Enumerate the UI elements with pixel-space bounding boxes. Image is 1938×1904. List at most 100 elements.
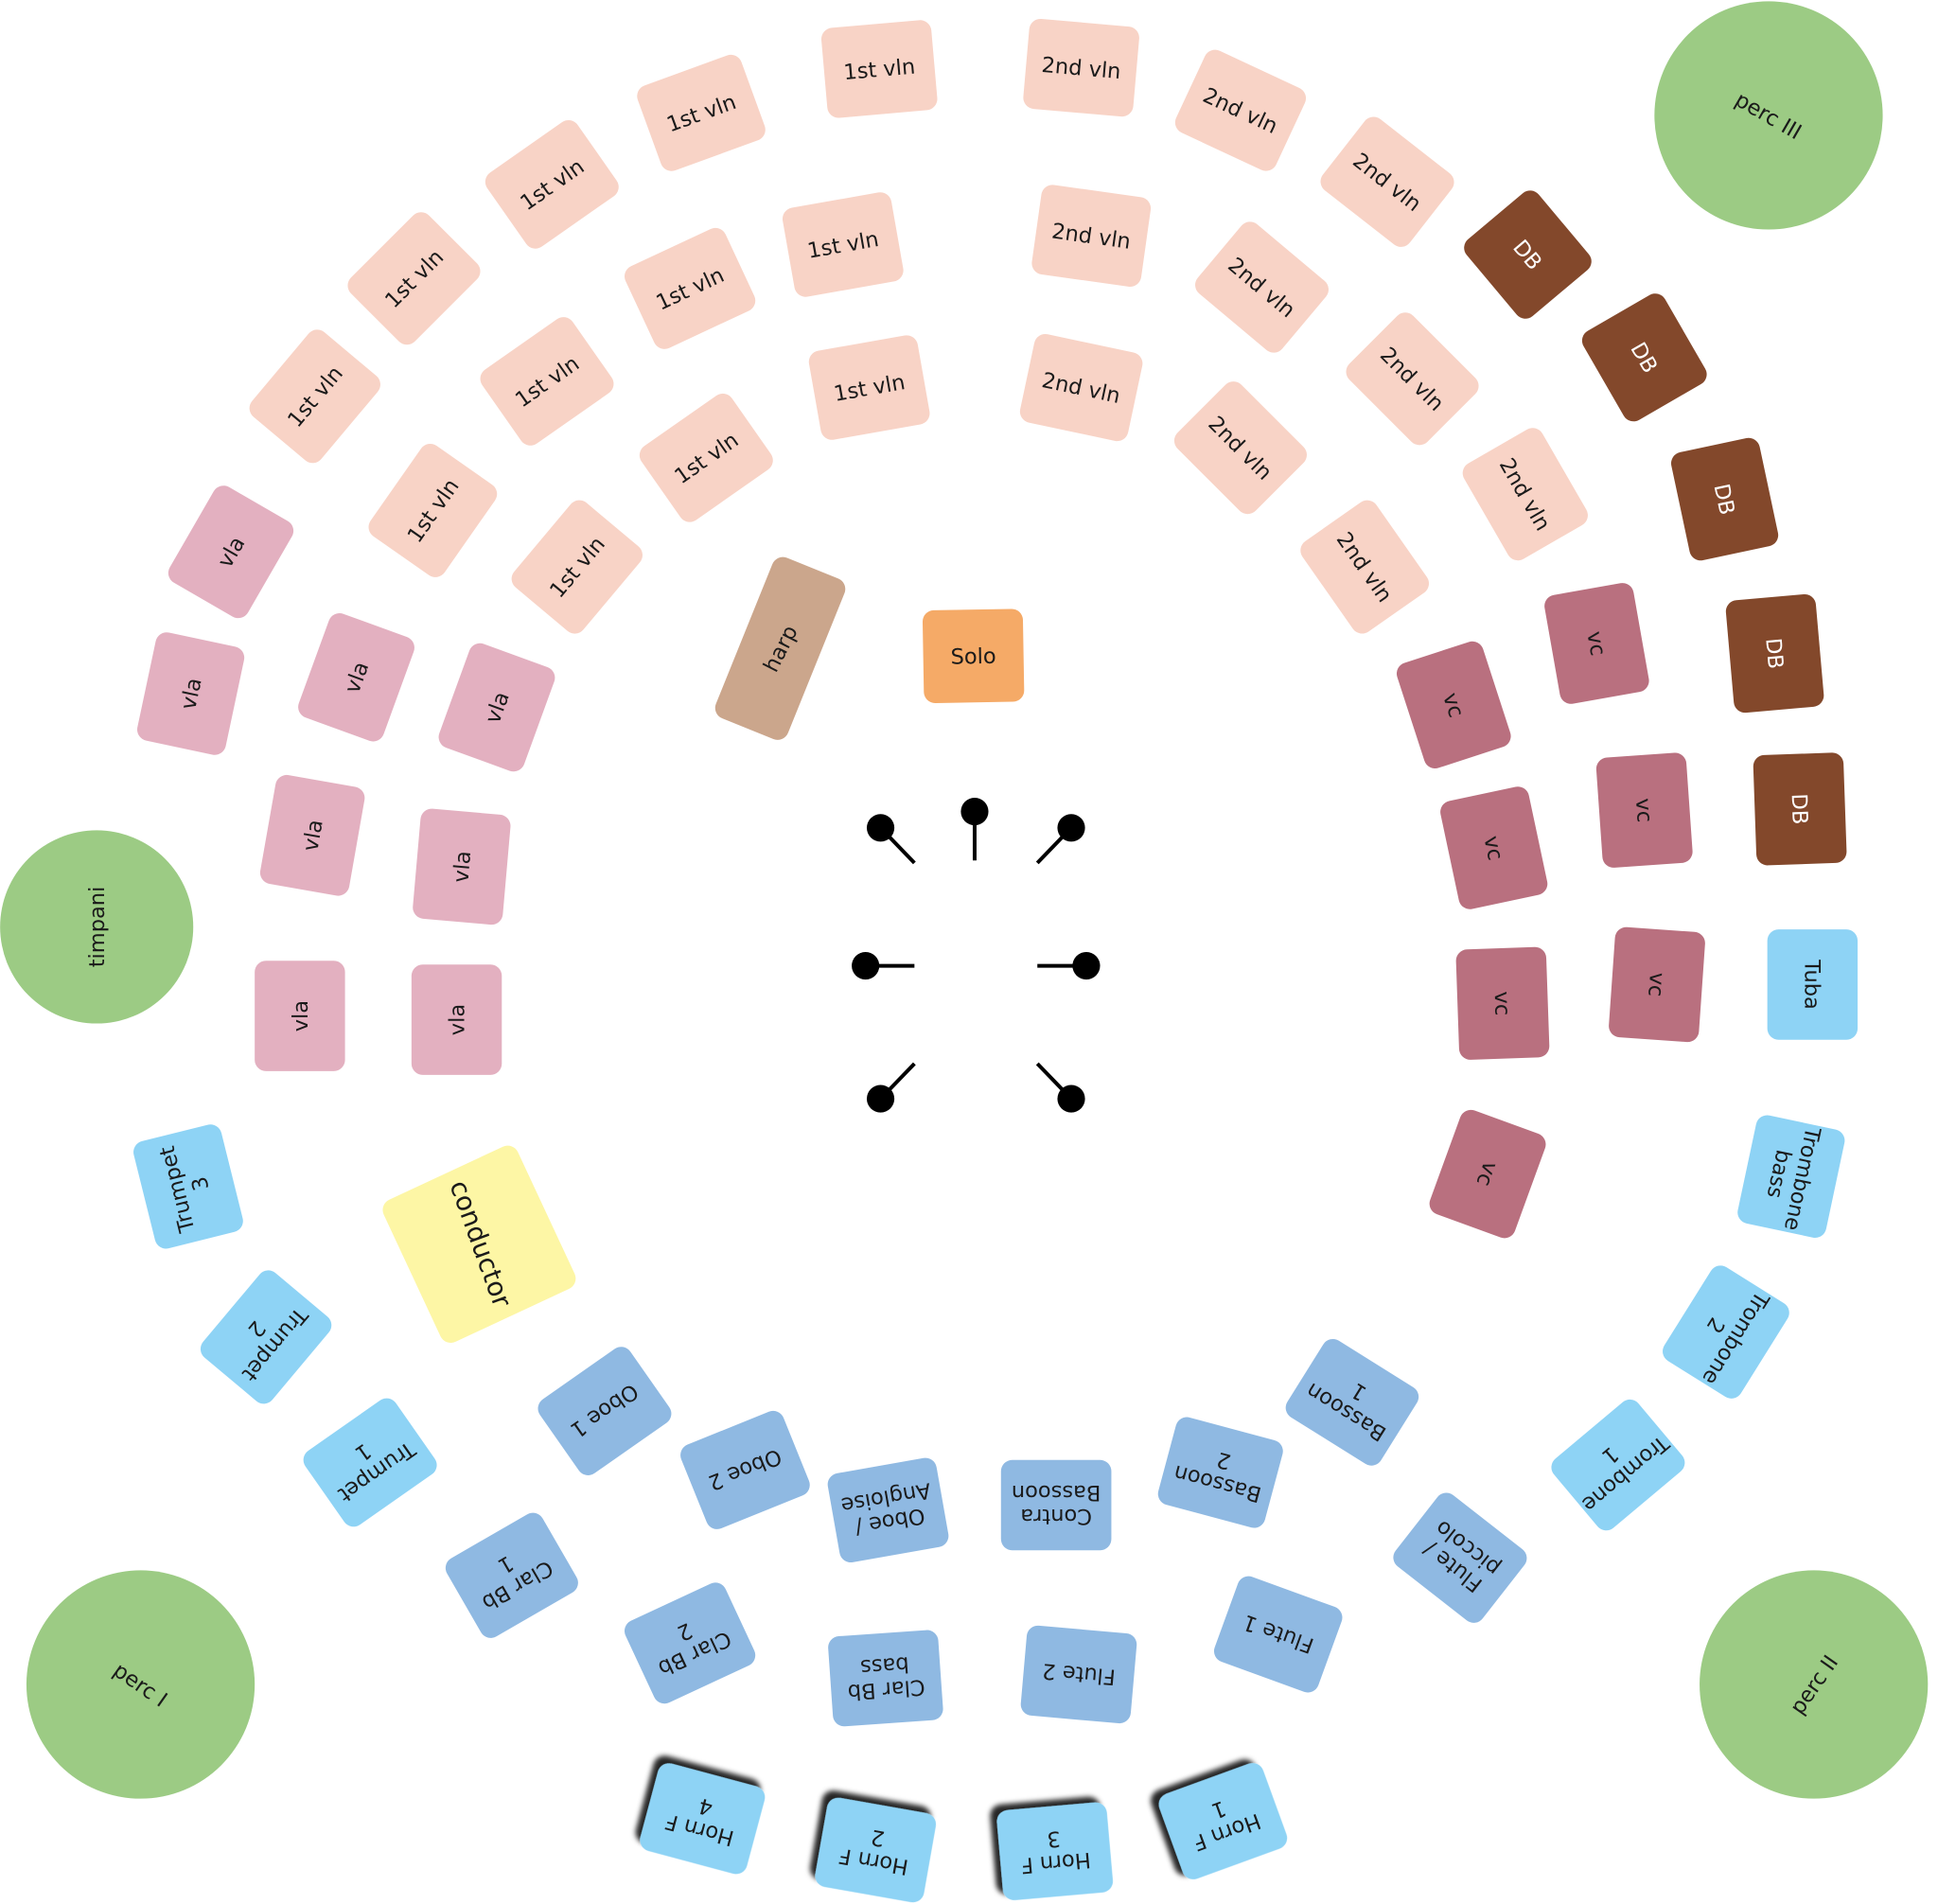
seat-viola[interactable]: vla	[295, 610, 418, 745]
percussion-perc-ii[interactable]: perc II	[1700, 1570, 1929, 1799]
seat-violin[interactable]: 1st vln	[635, 389, 777, 526]
seat-cello[interactable]: vc	[1438, 785, 1550, 911]
seat-box	[1767, 929, 1859, 1040]
seat-cello[interactable]: vc	[1426, 1106, 1549, 1241]
seat-violin[interactable]: 2nd vln	[1190, 217, 1333, 357]
seat-double-bass[interactable]: DB	[1459, 185, 1595, 323]
seat-double-bass[interactable]: DB	[1753, 752, 1847, 866]
seat-woodwind[interactable]: Oboe /Angloise	[826, 1456, 950, 1564]
seat-double-bass[interactable]: DB	[1669, 436, 1781, 563]
seat-brass[interactable]: Trumpet1	[299, 1394, 441, 1531]
seat-violin[interactable]: 2nd vln	[1316, 113, 1459, 252]
seat-conductor[interactable]: conductor	[379, 1142, 580, 1347]
seat-label-line: Tuba	[1799, 959, 1823, 1010]
percussion-group: perc III timpani perc I perc II	[0, 1, 1929, 1799]
seat-viola[interactable]: vla	[435, 640, 558, 774]
seat-violin[interactable]: 2nd vln	[1031, 184, 1153, 289]
seat-viola[interactable]: vla	[165, 482, 298, 623]
seat-box	[1670, 437, 1779, 561]
seat-violin[interactable]: 2nd vln	[1296, 496, 1434, 638]
percussion-perc-i[interactable]: perc I	[26, 1570, 255, 1799]
seat-woodwind[interactable]: ContraBassoon	[1000, 1459, 1112, 1551]
seat-box	[680, 1410, 810, 1529]
seat-label-line: DB	[1760, 637, 1788, 670]
seat-cello[interactable]: vc	[1608, 926, 1705, 1043]
seat-woodwind[interactable]: Bassoon2	[1155, 1415, 1285, 1530]
microphone-icon	[866, 1062, 916, 1113]
seat-brass[interactable]: Trumpet2	[196, 1266, 336, 1409]
percussion-timpani[interactable]: timpani	[0, 830, 194, 1024]
seat-brass[interactable]: Horn F3	[996, 1802, 1115, 1901]
seat-brass[interactable]: Trombone2	[1659, 1261, 1794, 1402]
seat-box	[382, 1145, 576, 1344]
seat-box	[1213, 1576, 1343, 1693]
seat-box	[1285, 1338, 1419, 1466]
seat-label-line: vc	[1630, 798, 1657, 823]
seat-box	[639, 393, 773, 522]
seat-cello[interactable]: vc	[1542, 581, 1650, 705]
seat-brass[interactable]: Trombone1	[1547, 1395, 1690, 1535]
seat-box	[303, 1398, 437, 1527]
seat-violin[interactable]: 1st vln	[807, 333, 931, 441]
seat-woodwind[interactable]: Bassoon1	[1281, 1334, 1422, 1470]
seat-box	[624, 227, 756, 349]
seat-violin[interactable]: 1st vln	[364, 439, 502, 581]
seat-woodwind[interactable]: Clar Bb1	[442, 1508, 583, 1642]
seat-violin[interactable]: 2nd vln	[1458, 424, 1592, 565]
seat-solo[interactable]: Solo	[922, 608, 1025, 703]
seat-harp[interactable]: harp	[712, 554, 849, 743]
seat-violin[interactable]: 1st vln	[621, 224, 759, 353]
seat-violin[interactable]: 2nd vln	[1342, 308, 1484, 450]
seat-violin[interactable]: 1st vln	[820, 19, 939, 118]
seat-woodwind[interactable]: Flute 2	[1020, 1625, 1138, 1724]
seat-brass[interactable]: Horn F2	[814, 1796, 938, 1904]
seat-cello[interactable]: vc	[1595, 752, 1693, 869]
seat-violin[interactable]: 1st vln	[481, 115, 623, 253]
seat-violin[interactable]: 2nd vln	[1018, 332, 1145, 444]
seat-violin[interactable]: 1st vln	[476, 312, 618, 450]
seat-box	[815, 1797, 937, 1903]
percussion-perc-iii[interactable]: perc III	[1654, 1, 1883, 230]
seat-box	[1031, 185, 1152, 288]
seat-brass[interactable]: Horn F4	[638, 1761, 767, 1877]
seat-box	[1544, 583, 1649, 704]
microphone-icon	[1035, 814, 1085, 865]
seat-brass[interactable]: Horn F1	[1155, 1760, 1290, 1883]
seat-cello[interactable]: vc	[1394, 639, 1514, 771]
seat-violin[interactable]: 1st vln	[781, 190, 905, 298]
seat-violin[interactable]: 1st vln	[507, 496, 647, 639]
seat-violin[interactable]: 1st vln	[245, 325, 385, 467]
seat-box	[1158, 1763, 1288, 1879]
seat-woodwind[interactable]: Oboe 2	[677, 1407, 813, 1532]
seat-box	[996, 1802, 1114, 1900]
seat-viola[interactable]: vla	[135, 630, 247, 757]
seat-viola[interactable]: vla	[255, 961, 345, 1071]
seat-woodwind[interactable]: Clar Bb2	[621, 1578, 759, 1707]
seat-box	[637, 54, 766, 171]
seat-violin[interactable]: 2nd vln	[1172, 46, 1310, 175]
seat-viola[interactable]: vla	[412, 808, 511, 926]
seat-brass[interactable]: Tuba	[1767, 929, 1859, 1040]
seat-label: vla	[298, 818, 327, 853]
seat-double-bass[interactable]: DB	[1578, 290, 1711, 426]
seat-woodwind[interactable]: Oboe 1	[534, 1343, 676, 1480]
seat-cello[interactable]: vc	[1455, 946, 1550, 1060]
seat-violin[interactable]: 2nd vln	[1022, 18, 1140, 117]
seat-brass[interactable]: Trumpet3	[132, 1122, 246, 1251]
seat-box	[1753, 752, 1847, 866]
seat-box	[828, 1630, 943, 1727]
microphone-icon	[1035, 1062, 1085, 1113]
seat-woodwind[interactable]: Flute /piccolo	[1389, 1489, 1532, 1628]
seat-woodwind[interactable]: Flute 1	[1211, 1573, 1346, 1696]
seat-box	[782, 192, 904, 297]
percussion-circle	[1700, 1570, 1929, 1799]
seat-label-line: vc	[1478, 834, 1507, 863]
seat-violin[interactable]: 1st vln	[344, 207, 485, 349]
seat-double-bass[interactable]: DB	[1725, 593, 1824, 714]
seat-woodwind[interactable]: Clar Bbbass	[827, 1630, 943, 1727]
seat-brass[interactable]: Trombonebass	[1735, 1113, 1847, 1240]
seat-violin[interactable]: 2nd vln	[1170, 377, 1312, 519]
seat-violin[interactable]: 1st vln	[634, 52, 768, 175]
seat-viola[interactable]: vla	[258, 773, 366, 897]
seat-viola[interactable]: vla	[411, 964, 502, 1075]
